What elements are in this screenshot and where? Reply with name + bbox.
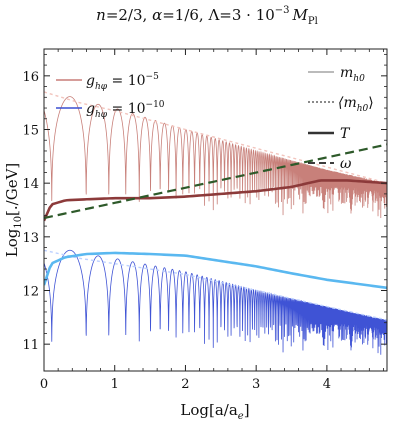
legend-entry-mean-mh0: ⟨mh0⟩ [308,95,374,114]
plot-frame [43,48,388,372]
legend-label-g10: ghφ = 10−10 [86,100,165,120]
legend-label-g5: ghφ = 10−5 [86,72,159,92]
x-axis-label: Log[a/ae] [180,401,249,422]
y-axis-label: Log10[./GeV] [3,163,24,258]
chart-title: n=2/3, α=1/6, Λ=3 · 10−3 MPl [96,5,318,27]
y-tick-label-3: 14 [22,177,39,192]
legend-entry-g5: ghφ = 10−5 [56,72,159,92]
legend-entry-mh0: mh0 [308,65,365,84]
legend-entry-omega: ω [308,156,352,172]
y-tick-label-0: 11 [22,338,39,353]
y-tick-label-1: 12 [22,285,39,300]
legend-entry-g10: ghφ = 10−10 [56,100,165,120]
series-layer [44,91,387,355]
series-6-thick [44,251,387,290]
series-2-thick [44,179,387,222]
series-5-dotted [44,249,387,321]
y-tick-label-4: 15 [22,124,39,139]
y-tick-label-2: 13 [22,231,39,246]
x-tick-label-1: 1 [111,377,119,392]
series-4-oscillating [44,249,387,355]
legend-label-omega: ω [340,156,352,172]
series-0-oscillating [44,96,387,218]
legend-label-mean-mh0: ⟨mh0⟩ [338,95,374,114]
series-3-dashed [44,143,387,220]
x-tick-label-0: 0 [40,377,48,392]
legend-entry-T: T [308,126,351,142]
x-tick-label-2: 2 [181,377,189,392]
series-1-dotted [44,91,387,184]
legend-right: mh0 ⟨mh0⟩ T ω [308,65,374,172]
x-tick-label-3: 3 [252,377,260,392]
legend-label-mh0: mh0 [340,65,365,84]
legend-left: ghφ = 10−5 ghφ = 10−10 [56,72,165,120]
y-tick-label-5: 16 [22,70,39,85]
x-tick-label-4: 4 [323,377,331,392]
legend-label-T: T [340,126,351,142]
